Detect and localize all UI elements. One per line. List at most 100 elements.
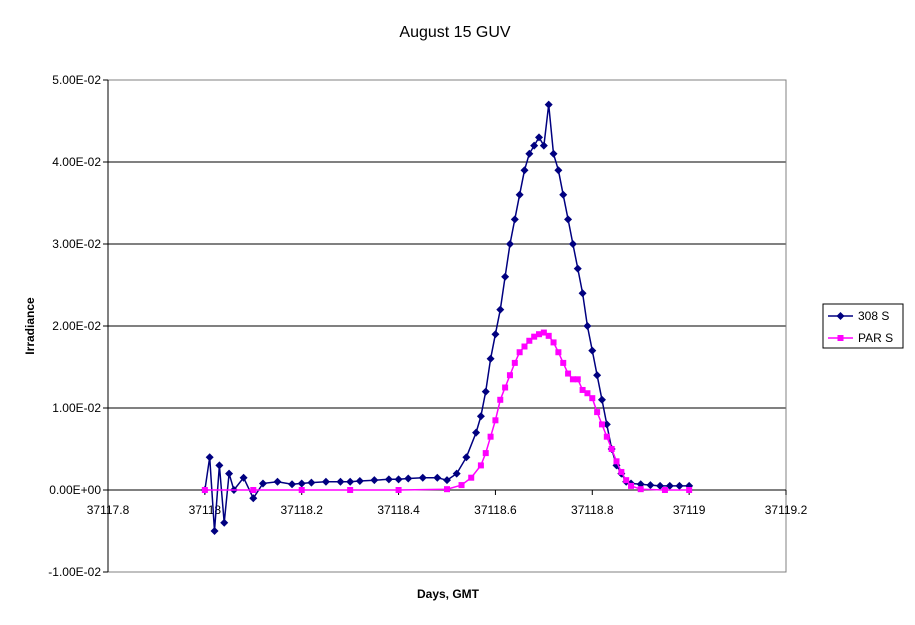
data-point (394, 475, 403, 484)
y-tick-label: 3.00E-02 (52, 237, 101, 251)
data-point (444, 486, 450, 493)
data-point (593, 371, 602, 380)
data-point (661, 487, 668, 493)
x-tick-label: 37118.8 (571, 503, 614, 517)
data-point (258, 479, 267, 488)
data-point (526, 337, 533, 344)
data-point (539, 141, 548, 150)
data-point (574, 376, 581, 383)
x-tick-label: 37119 (673, 503, 706, 517)
data-point (628, 482, 635, 489)
legend-label-308s: 308 S (858, 309, 889, 323)
data-point (201, 487, 208, 493)
chart-title: August 15 GUV (399, 24, 511, 41)
data-point (273, 477, 282, 486)
data-point (477, 462, 484, 469)
data-point (637, 486, 644, 493)
diamond-marker-icon (836, 312, 845, 320)
data-point (536, 331, 543, 338)
data-point (520, 166, 529, 175)
data-point (250, 487, 257, 493)
data-point (384, 475, 393, 484)
data-point (487, 433, 494, 440)
data-point (516, 349, 523, 356)
data-point (297, 479, 306, 488)
x-tick-label: 37117.8 (87, 503, 130, 517)
data-point (492, 417, 499, 424)
data-point (589, 395, 596, 402)
data-point (481, 387, 490, 396)
data-point (336, 477, 345, 486)
data-point (560, 359, 567, 366)
data-point (646, 481, 655, 490)
data-point (496, 305, 505, 314)
data-point (220, 518, 229, 527)
x-tick-label: 37118.2 (280, 503, 323, 517)
legend-box (822, 303, 904, 349)
data-point (573, 264, 582, 273)
series-1 (201, 329, 693, 493)
data-point (608, 446, 615, 452)
data-point (458, 482, 465, 489)
y-axis-title: Irradiance (23, 297, 37, 355)
data-point (210, 527, 219, 535)
y-tick-label: 4.00E-02 (52, 155, 101, 169)
data-point (569, 376, 576, 383)
data-point (486, 354, 495, 363)
data-point (482, 450, 489, 457)
data-point (603, 433, 610, 440)
data-point (225, 469, 234, 478)
data-point (468, 474, 475, 481)
data-point (298, 487, 305, 493)
data-point (472, 428, 481, 437)
data-point (686, 487, 693, 493)
y-tick-label: 1.00E-02 (52, 401, 101, 415)
grid-lines (108, 161, 786, 491)
axis-ticks: -1.00E-02 0.00E+00 1.00E-02 2.00E-02 3.00E-0… (48, 73, 807, 579)
square-marker-icon (837, 335, 844, 341)
x-tick-label: 37118.4 (377, 503, 420, 517)
legend: 308 S PAR S (822, 303, 904, 349)
data-point (404, 474, 413, 483)
data-point (443, 476, 451, 485)
data-point (594, 409, 601, 416)
data-point (588, 346, 597, 355)
data-point (462, 453, 471, 462)
x-tick-label: 37119.2 (765, 503, 808, 517)
data-point (346, 477, 355, 486)
data-point (598, 421, 605, 428)
x-tick-label: 37118.6 (474, 503, 517, 517)
data-point (347, 487, 354, 493)
data-point (559, 190, 568, 199)
data-point (288, 480, 297, 489)
data-point (476, 412, 485, 421)
data-point (549, 149, 558, 158)
data-point (578, 289, 587, 298)
data-point (535, 133, 544, 142)
data-point (531, 333, 538, 340)
data-point (321, 477, 330, 486)
data-point (418, 473, 427, 482)
data-point (544, 100, 553, 109)
data-point (545, 332, 552, 339)
data-point (613, 458, 620, 465)
data-point (205, 453, 214, 462)
series-layer (200, 100, 694, 535)
data-point (370, 476, 379, 485)
data-point (525, 149, 534, 158)
data-point (568, 240, 577, 248)
data-point (249, 494, 258, 503)
data-point (564, 215, 573, 224)
data-point (491, 330, 500, 339)
data-point (554, 166, 563, 175)
y-tick-label: 5.00E-02 (52, 73, 101, 87)
data-point (355, 476, 364, 485)
data-point (506, 372, 513, 379)
data-point (530, 141, 539, 150)
data-point (395, 487, 402, 493)
y-tick-label: -1.00E-02 (48, 565, 101, 579)
data-point (597, 395, 606, 404)
data-point (215, 461, 224, 470)
data-point (307, 478, 316, 487)
